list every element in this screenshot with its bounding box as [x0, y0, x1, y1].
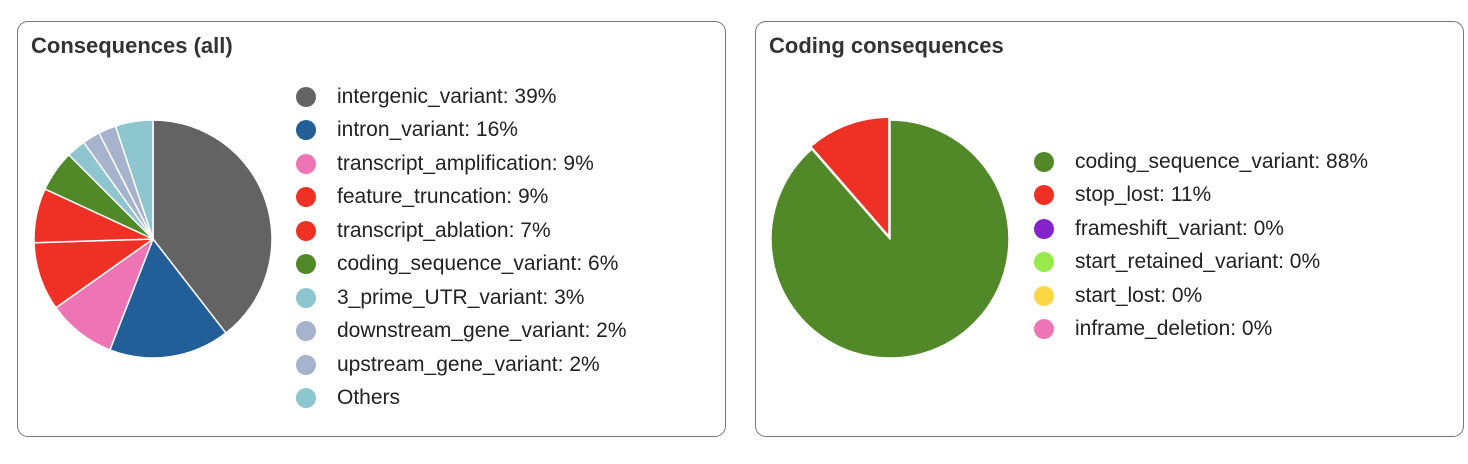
- legend-swatch: [1034, 252, 1054, 273]
- legend-label: 3_prime_UTR_variant: 3%: [337, 285, 585, 309]
- legend-label: intron_variant: 16%: [337, 118, 518, 142]
- legend-label: transcript_amplification: 9%: [337, 151, 594, 175]
- legend-swatch: [296, 120, 316, 141]
- panel-title: Consequences (all): [31, 33, 233, 58]
- legend-swatch: [1034, 285, 1054, 306]
- consequences-all-panel: Consequences (all) intergenic_variant: 3…: [17, 21, 726, 437]
- legend-item[interactable]: inframe_deletion: 0%: [1034, 313, 1368, 347]
- legend-item[interactable]: transcript_amplification: 9%: [296, 147, 627, 181]
- legend-label: coding_sequence_variant: 6%: [337, 252, 619, 276]
- legend-swatch: [296, 388, 316, 409]
- legend-swatch: [296, 187, 316, 208]
- panel-title: Coding consequences: [769, 33, 1004, 58]
- legend-item[interactable]: transcript_ablation: 7%: [296, 214, 627, 248]
- pie-slice-stop-lost[interactable]: [810, 118, 890, 237]
- legend-item[interactable]: Others: [296, 382, 627, 416]
- legend-swatch: [296, 287, 316, 308]
- legend-label: upstream_gene_variant: 2%: [337, 352, 600, 376]
- legend-item[interactable]: frameshift_variant: 0%: [1034, 212, 1368, 246]
- legend-label: stop_lost: 11%: [1075, 183, 1212, 207]
- legend-swatch: [296, 86, 316, 107]
- legend-label: start_retained_variant: 0%: [1075, 250, 1321, 274]
- coding-consequences-panel: Coding consequences coding_sequence_vari…: [755, 21, 1464, 437]
- legend-swatch: [296, 153, 316, 174]
- legend-item[interactable]: intergenic_variant: 39%: [296, 80, 627, 114]
- coding-consequences-pie-chart: [770, 118, 1010, 359]
- consequences-all-legend: intergenic_variant: 39% intron_variant: 1…: [296, 80, 627, 415]
- legend-swatch: [296, 254, 316, 275]
- legend-item[interactable]: start_lost: 0%: [1034, 279, 1368, 313]
- pie-slice-coding-sequence-variant[interactable]: [770, 119, 1010, 359]
- legend-item[interactable]: downstream_gene_variant: 2%: [296, 315, 627, 349]
- legend-item[interactable]: intron_variant: 16%: [296, 114, 627, 148]
- legend-label: Others: [337, 386, 401, 410]
- legend-label: transcript_ablation: 7%: [337, 218, 551, 242]
- legend-label: coding_sequence_variant: 88%: [1075, 149, 1369, 173]
- pie-slice-others[interactable]: [114, 119, 154, 240]
- legend-swatch: [1034, 151, 1054, 172]
- legend-item[interactable]: coding_sequence_variant: 6%: [296, 248, 627, 282]
- legend-item[interactable]: start_retained_variant: 0%: [1034, 246, 1368, 280]
- legend-label: downstream_gene_variant: 2%: [337, 319, 627, 343]
- legend-swatch: [296, 220, 316, 241]
- pie-slice-intergenic-variant[interactable]: [152, 119, 273, 334]
- legend-item[interactable]: 3_prime_UTR_variant: 3%: [296, 281, 627, 315]
- legend-swatch: [1034, 185, 1054, 206]
- legend-label: intergenic_variant: 39%: [337, 84, 557, 108]
- legend-swatch: [1034, 218, 1054, 239]
- legend-label: feature_truncation: 9%: [337, 185, 549, 209]
- legend-swatch: [296, 354, 316, 375]
- legend-item[interactable]: stop_lost: 11%: [1034, 179, 1368, 213]
- legend-item[interactable]: upstream_gene_variant: 2%: [296, 348, 627, 382]
- legend-item[interactable]: coding_sequence_variant: 88%: [1034, 145, 1368, 179]
- legend-swatch: [296, 321, 316, 342]
- legend-label: frameshift_variant: 0%: [1075, 216, 1284, 240]
- legend-item[interactable]: feature_truncation: 9%: [296, 181, 627, 215]
- consequences-all-pie-chart: [33, 119, 273, 359]
- pie-slice-intron-variant[interactable]: [109, 238, 227, 359]
- coding-consequences-legend: coding_sequence_variant: 88% stop_lost: 1…: [1034, 145, 1368, 346]
- legend-label: start_lost: 0%: [1075, 283, 1203, 307]
- legend-label: inframe_deletion: 0%: [1075, 317, 1273, 341]
- legend-swatch: [1034, 319, 1054, 340]
